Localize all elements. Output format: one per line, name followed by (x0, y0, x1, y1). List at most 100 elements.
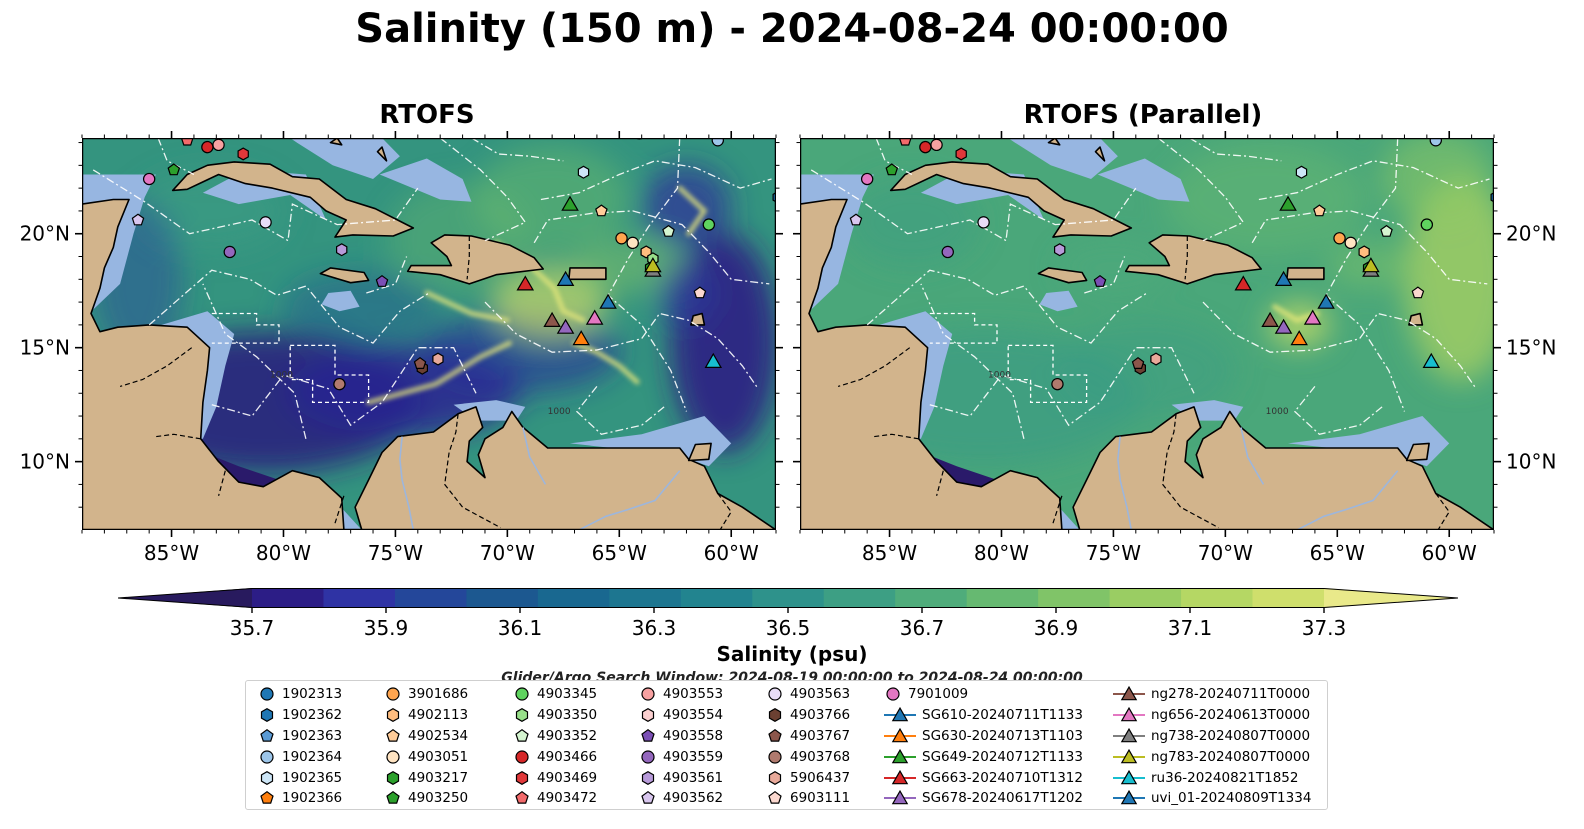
marker-4903345[interactable] (1420, 218, 1434, 231)
legend-marker[interactable] (891, 790, 909, 805)
legend-marker[interactable] (768, 687, 782, 701)
legend-marker[interactable] (768, 708, 782, 723)
legend-marker[interactable] (260, 750, 274, 764)
marker-3901686[interactable] (1333, 232, 1346, 245)
legend-marker[interactable] (886, 687, 900, 701)
marker-4902534[interactable] (595, 204, 608, 217)
legend-marker[interactable] (768, 791, 782, 805)
marker-4902534[interactable] (1313, 204, 1326, 217)
legend-marker[interactable] (641, 750, 655, 764)
legend-marker[interactable] (260, 708, 274, 723)
marker-4903768[interactable] (1051, 377, 1064, 391)
marker-4903051[interactable] (1344, 236, 1357, 250)
legend-marker[interactable] (891, 727, 909, 743)
legend-marker[interactable] (1120, 727, 1138, 743)
legend-marker[interactable] (515, 750, 529, 764)
marker-SG610-20240711T1133[interactable] (1317, 293, 1335, 309)
marker-SG630-20240713T1103[interactable] (572, 330, 590, 346)
marker-1902364[interactable] (1429, 138, 1442, 147)
legend-marker[interactable] (515, 770, 529, 785)
marker-4903352[interactable] (662, 224, 675, 237)
marker-4903472[interactable] (180, 138, 194, 146)
marker-ng783-20240807T0000[interactable] (1362, 257, 1380, 273)
legend-marker[interactable] (386, 750, 400, 764)
legend-marker[interactable] (260, 728, 274, 742)
marker-4903562[interactable] (131, 213, 145, 226)
legend-marker[interactable] (1120, 707, 1138, 722)
marker-4903561[interactable] (1054, 243, 1066, 257)
legend-marker[interactable] (386, 687, 400, 701)
marker-6903111[interactable] (1411, 286, 1425, 299)
legend-marker[interactable] (1120, 790, 1138, 805)
legend-marker[interactable] (386, 770, 400, 785)
marker-6903111[interactable] (693, 286, 707, 299)
marker-ng278-20240711T0000[interactable] (543, 311, 561, 327)
legend-marker[interactable] (515, 791, 529, 805)
marker-4902113[interactable] (1358, 245, 1370, 259)
legend-marker[interactable] (260, 687, 274, 701)
marker-4903768[interactable] (333, 377, 346, 391)
legend-marker[interactable] (260, 791, 274, 805)
map-panel-rtofs[interactable]: 1000 1000 (82, 138, 776, 530)
marker-ng783-20240807T0000[interactable] (644, 257, 662, 273)
marker-4903767[interactable] (413, 356, 427, 369)
legend-marker[interactable] (891, 707, 909, 722)
marker-4903250[interactable] (167, 163, 181, 176)
marker-SG610-20240711T1133[interactable] (599, 293, 617, 309)
marker-4903563[interactable] (977, 216, 990, 229)
marker-ru36-20240821T1852[interactable] (704, 352, 723, 368)
marker-4903558[interactable] (375, 274, 389, 287)
legend-marker[interactable] (768, 750, 782, 764)
marker-5906437[interactable] (1150, 352, 1162, 366)
marker-4903345[interactable] (702, 218, 716, 231)
marker-4903562[interactable] (849, 213, 863, 226)
marker-5906437[interactable] (432, 352, 444, 366)
marker-SG663-20240710T1312[interactable] (1234, 275, 1253, 291)
marker-4903561[interactable] (336, 243, 348, 257)
marker-ng278-20240711T0000[interactable] (1261, 311, 1279, 327)
legend-marker[interactable] (641, 770, 655, 785)
marker-ng656-20240613T0000[interactable] (1303, 309, 1322, 325)
legend-marker[interactable] (641, 687, 655, 701)
marker-7901009[interactable] (142, 172, 156, 186)
marker-SG630-20240713T1103[interactable] (1290, 330, 1308, 346)
marker-uvi_01-20240809T1334[interactable] (556, 270, 575, 286)
marker-4903558[interactable] (1093, 274, 1107, 287)
marker-4903469[interactable] (955, 147, 967, 161)
legend-marker[interactable] (1120, 769, 1138, 784)
marker-4903563[interactable] (259, 216, 272, 229)
marker-SG678-20240617T1202[interactable] (556, 318, 575, 334)
legend-marker[interactable] (515, 728, 529, 742)
marker-4903250[interactable] (885, 163, 899, 176)
legend-marker[interactable] (260, 770, 274, 785)
marker-ru36-20240821T1852[interactable] (1422, 352, 1441, 368)
marker-uvi_01-20240809T1334[interactable] (1274, 270, 1293, 286)
marker-1902365[interactable] (1295, 165, 1308, 179)
legend-marker[interactable] (641, 728, 655, 742)
legend-marker[interactable] (641, 708, 655, 723)
marker-4903559[interactable] (223, 245, 236, 259)
legend-marker[interactable] (515, 708, 529, 723)
legend-marker[interactable] (1120, 686, 1138, 701)
map-panel-rtofs-parallel[interactable]: 1000 1000 (800, 138, 1494, 530)
marker-4903352[interactable] (1380, 224, 1393, 237)
marker-4903559[interactable] (941, 245, 954, 259)
legend-marker[interactable] (891, 748, 909, 764)
legend-marker[interactable] (386, 708, 400, 723)
legend-marker[interactable] (1120, 748, 1138, 764)
marker-3901686[interactable] (615, 232, 628, 245)
marker-SG649-20240712T1133[interactable] (561, 195, 579, 211)
marker-4903472[interactable] (898, 138, 912, 146)
marker-7901009[interactable] (860, 172, 874, 186)
marker-1902365[interactable] (577, 165, 590, 179)
legend-marker[interactable] (768, 770, 782, 785)
legend-marker[interactable] (641, 791, 655, 805)
marker-4903051[interactable] (626, 236, 639, 250)
legend-marker[interactable] (386, 791, 400, 805)
legend-marker[interactable] (386, 728, 400, 742)
legend-marker[interactable] (515, 687, 529, 701)
marker-SG663-20240710T1312[interactable] (516, 275, 535, 291)
marker-SG678-20240617T1202[interactable] (1274, 318, 1293, 334)
marker-ng656-20240613T0000[interactable] (585, 309, 604, 325)
marker-4903767[interactable] (1131, 356, 1145, 369)
